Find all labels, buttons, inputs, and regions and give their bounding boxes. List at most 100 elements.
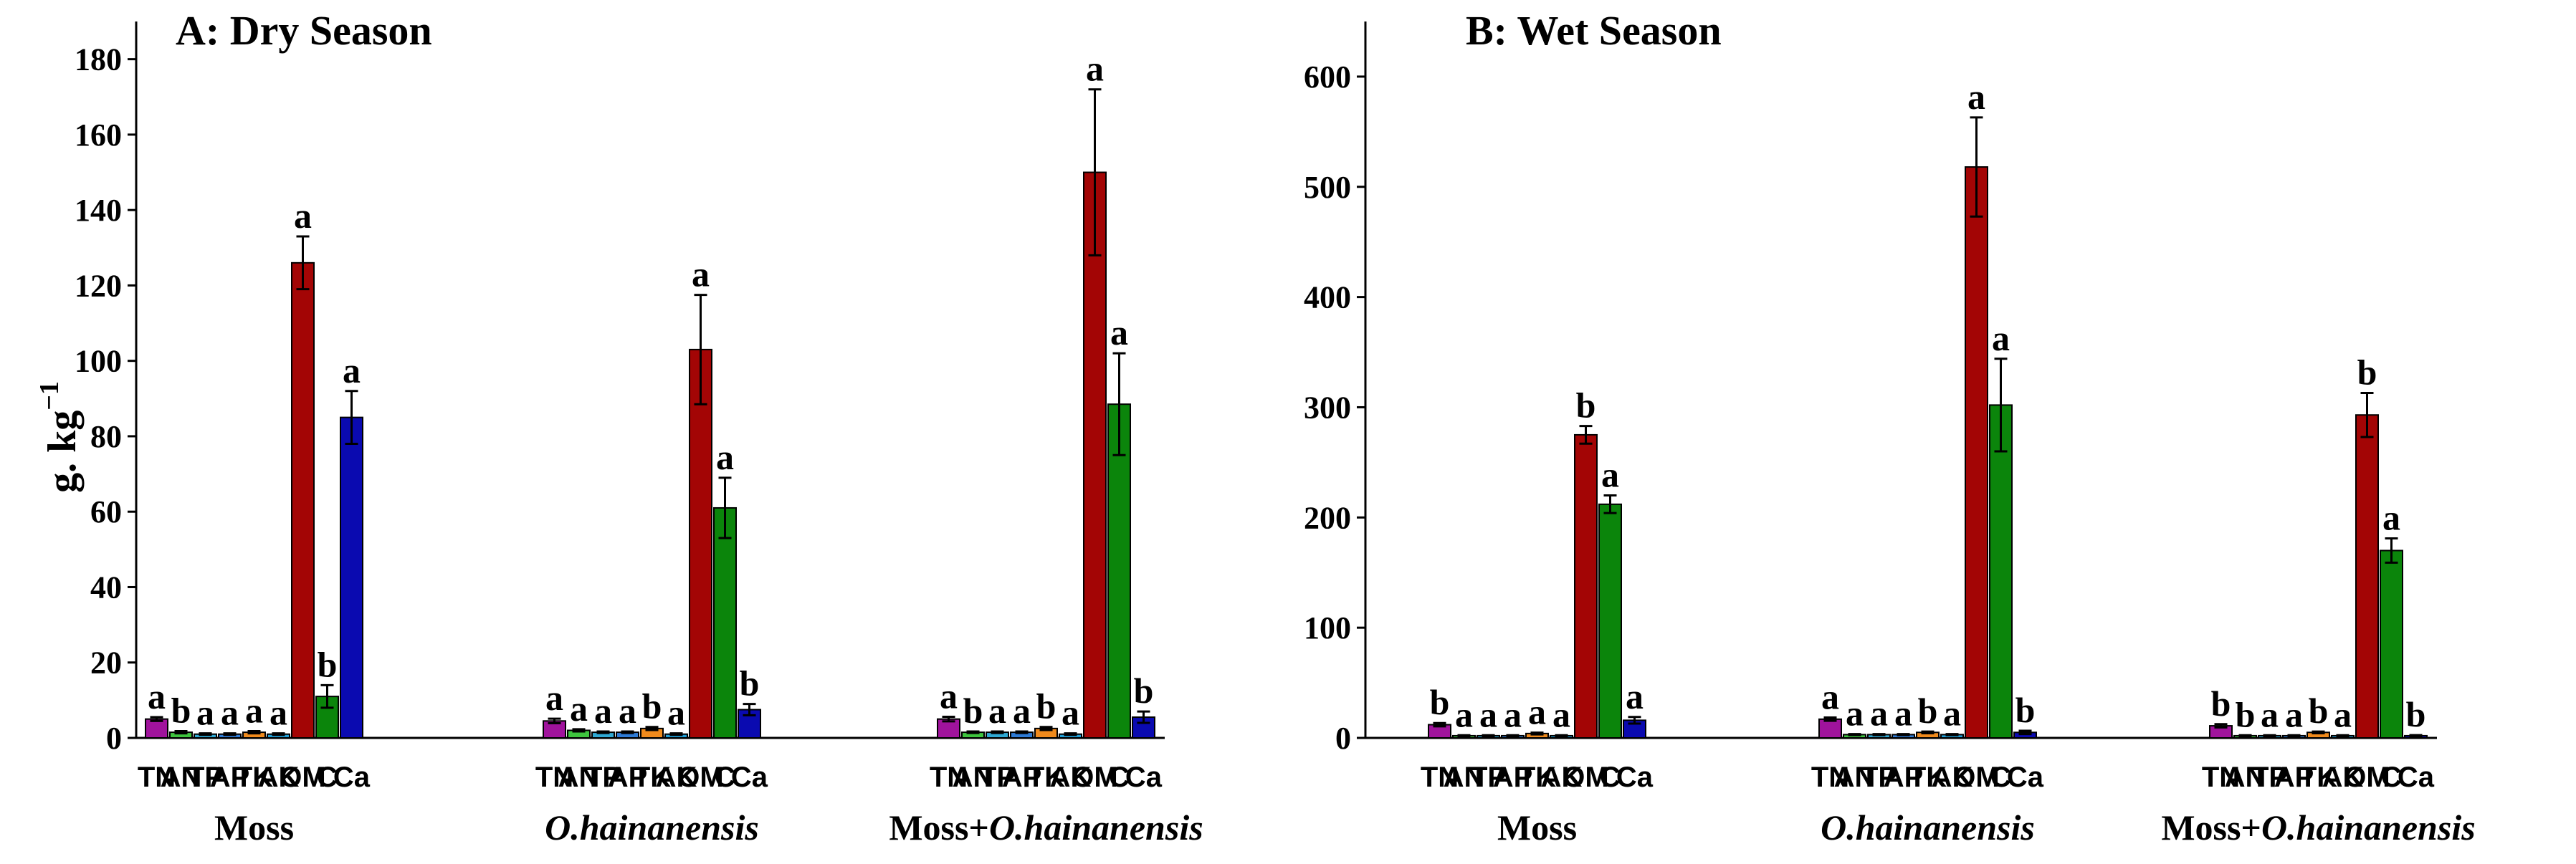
y-tick-label: 180 <box>75 42 122 77</box>
bar-c <box>1989 404 2013 739</box>
group-label-part: Moss <box>1497 807 1577 848</box>
bar-c <box>713 507 737 739</box>
x-tick-label: C <box>1990 762 2011 793</box>
bar-ca <box>340 416 363 739</box>
significance-letter: a <box>196 693 214 733</box>
significance-letter: a <box>667 693 685 733</box>
significance-letter: a <box>545 678 563 718</box>
x-tick-label: TN <box>2202 762 2240 793</box>
y-axis-label-main: g. kg <box>40 411 85 493</box>
y-tick-label: 300 <box>1304 390 1351 425</box>
significance-letter: a <box>2285 694 2303 734</box>
x-tick-label: TP <box>1861 762 1897 793</box>
bar-tn <box>1818 718 1842 739</box>
significance-letter: a <box>1504 694 1522 734</box>
significance-letter: a <box>1013 691 1031 731</box>
x-tick-label: Ca <box>1616 762 1654 793</box>
panel-title: A: Dry Season <box>176 7 432 54</box>
y-tick-label: 400 <box>1304 280 1351 315</box>
significance-letter: a <box>1062 693 1079 733</box>
significance-letter: a <box>1870 693 1888 734</box>
significance-letter: a <box>1479 694 1497 734</box>
y-tick-label: 80 <box>90 419 122 454</box>
x-tick-label: C <box>1109 762 1130 793</box>
y-tick-label: 120 <box>75 268 122 303</box>
x-tick-label: TN <box>1811 762 1849 793</box>
significance-letter: b <box>2357 352 2377 392</box>
y-tick-label: 60 <box>90 494 122 529</box>
x-tick-label: Ca <box>1125 762 1163 793</box>
significance-letter: b <box>740 663 760 704</box>
significance-letter: a <box>2334 694 2352 734</box>
y-tick-label: 40 <box>90 570 122 605</box>
x-tick-label: TP <box>1470 762 1507 793</box>
y-tick-label: 160 <box>75 117 122 153</box>
y-tick-label: 200 <box>1304 500 1351 535</box>
panel-title: B: Wet Season <box>1466 7 1722 54</box>
x-tick-label: TK <box>235 762 273 793</box>
group-label: Moss <box>1497 807 1577 848</box>
x-tick-label: AK <box>656 762 697 793</box>
y-tick-label: 500 <box>1304 170 1351 205</box>
group-label: Moss+O.hainanensis <box>889 807 1203 848</box>
x-tick-label: AN <box>2225 762 2266 793</box>
x-tick-label: TP <box>585 762 621 793</box>
y-tick-label: 0 <box>1335 721 1351 756</box>
significance-letter: a <box>1894 693 1912 734</box>
significance-letter: a <box>1967 77 1985 117</box>
x-tick-label: AK <box>1050 762 1092 793</box>
significance-letter: a <box>1552 694 1570 734</box>
significance-letter: a <box>221 693 239 733</box>
x-tick-label: TK <box>1027 762 1065 793</box>
x-tick-label: TN <box>535 762 573 793</box>
x-tick-label: AN <box>558 762 600 793</box>
x-tick-label: C <box>317 762 338 793</box>
significance-letter: b <box>1576 385 1596 426</box>
x-tick-label: TK <box>633 762 671 793</box>
x-tick-label: AP <box>1493 762 1533 793</box>
x-tick-label: OM <box>1072 762 1117 793</box>
y-tick-label: 140 <box>75 193 122 228</box>
x-tick-label: Ca <box>2007 762 2044 793</box>
group-label-part: O.hainanensis <box>1821 807 2035 848</box>
x-tick-label: AN <box>1444 762 1485 793</box>
group-label-part: Moss <box>214 807 294 848</box>
x-tick-label: AN <box>161 762 202 793</box>
significance-letter: a <box>988 691 1006 731</box>
panel-wet-season: B: Wet Season0100200300400500600bTNaANaT… <box>1304 7 2476 848</box>
x-tick-label: AP <box>1002 762 1042 793</box>
x-tick-label: OM <box>677 762 723 793</box>
x-tick-label: TP <box>2251 762 2288 793</box>
x-tick-label: Ca <box>333 762 371 793</box>
bar-om <box>689 348 712 739</box>
x-tick-label: TK <box>1909 762 1947 793</box>
significance-letter: a <box>1992 318 2010 358</box>
x-tick-label: AP <box>608 762 648 793</box>
y-axis-label-sup: −1 <box>34 381 65 411</box>
significance-letter: b <box>2236 694 2256 734</box>
significance-letter: a <box>1455 694 1473 734</box>
significance-letter: a <box>269 693 287 733</box>
x-tick-label: OM <box>1563 762 1608 793</box>
significance-letter: b <box>1918 691 1938 731</box>
x-tick-label: TK <box>2299 762 2337 793</box>
significance-letter: b <box>963 691 983 731</box>
significance-letter: b <box>2309 691 2329 731</box>
x-tick-label: AK <box>2322 762 2364 793</box>
x-tick-label: TN <box>138 762 176 793</box>
y-tick-label: 0 <box>106 721 122 756</box>
group-label-part: O.hainanensis <box>2261 807 2476 848</box>
significance-letter: b <box>1430 682 1450 722</box>
group-label: O.hainanensis <box>545 807 759 848</box>
group-label-part: O.hainanensis <box>545 807 759 848</box>
significance-letter: a <box>2382 498 2400 538</box>
group-label: O.hainanensis <box>1821 807 2035 848</box>
bar-c <box>2380 549 2403 739</box>
significance-letter: b <box>2016 690 2036 730</box>
significance-letter: b <box>642 686 662 726</box>
x-tick-label: AK <box>258 762 300 793</box>
x-tick-label: Ca <box>731 762 768 793</box>
significance-letter: a <box>1528 692 1546 732</box>
group-label-part: Moss+ <box>2161 807 2261 848</box>
x-tick-label: AP <box>1884 762 1924 793</box>
